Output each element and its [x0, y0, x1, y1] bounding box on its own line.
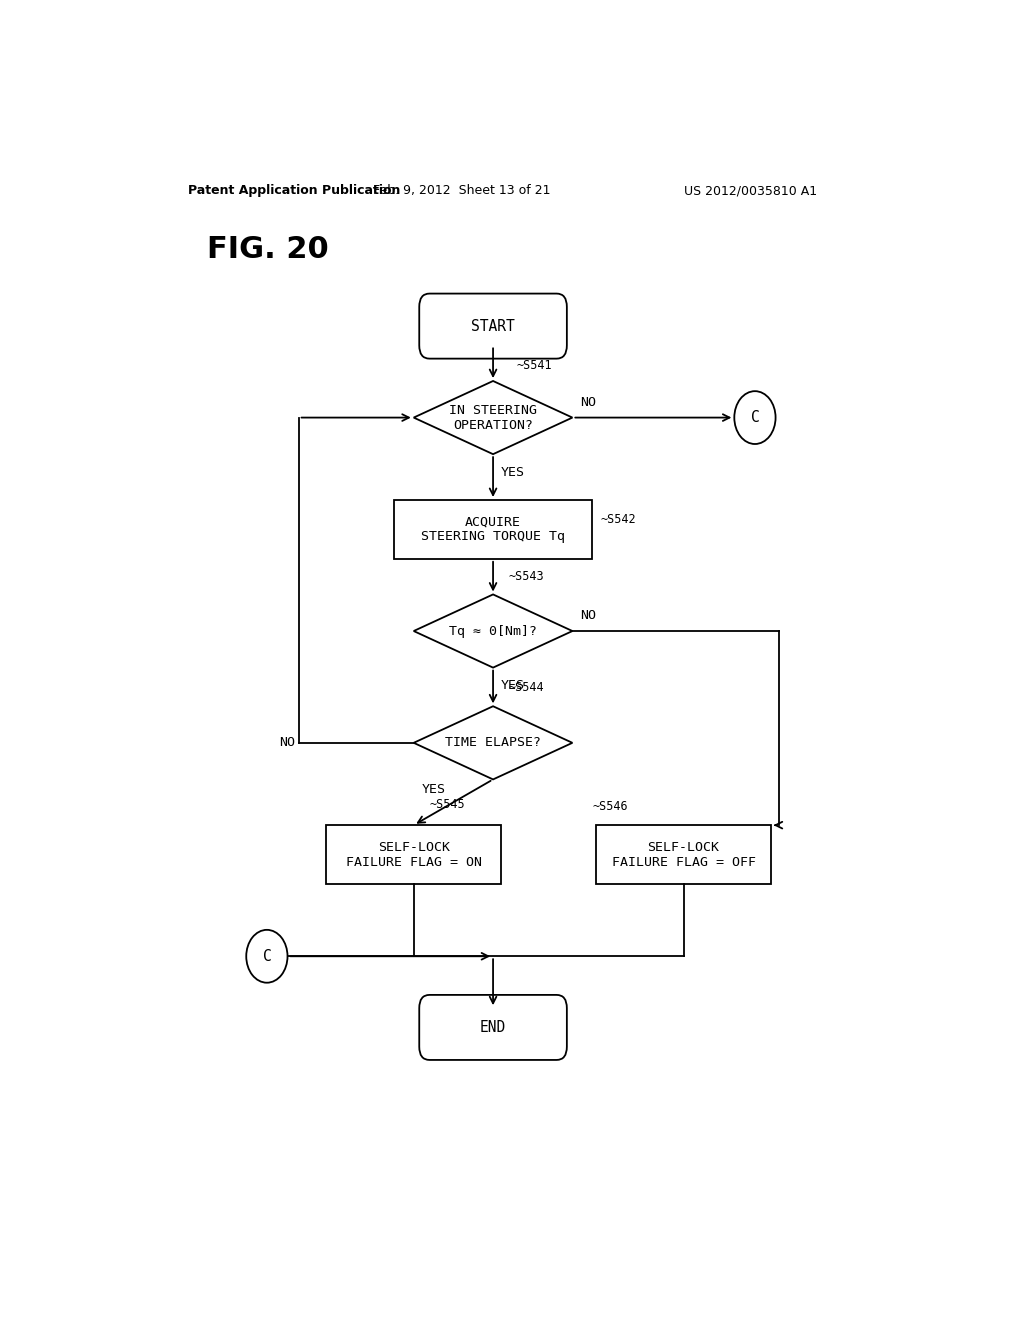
Text: START: START	[471, 318, 515, 334]
Text: NO: NO	[581, 610, 596, 622]
Text: Tq ≈ 0[Nm]?: Tq ≈ 0[Nm]?	[450, 624, 537, 638]
Text: YES: YES	[501, 466, 525, 479]
Text: ~S542: ~S542	[600, 512, 636, 525]
Text: NO: NO	[279, 737, 295, 750]
Text: END: END	[480, 1020, 506, 1035]
Text: YES: YES	[422, 783, 445, 796]
Text: US 2012/0035810 A1: US 2012/0035810 A1	[684, 185, 817, 198]
Text: ~S545: ~S545	[430, 799, 465, 812]
Text: C: C	[751, 411, 760, 425]
Polygon shape	[414, 706, 572, 779]
Text: FIG. 20: FIG. 20	[207, 235, 329, 264]
Text: ~S543: ~S543	[509, 570, 545, 582]
Text: ACQUIRE
STEERING TORQUE Tq: ACQUIRE STEERING TORQUE Tq	[421, 515, 565, 544]
Circle shape	[246, 929, 288, 982]
Circle shape	[734, 391, 775, 444]
FancyBboxPatch shape	[419, 995, 567, 1060]
Text: ~S546: ~S546	[592, 800, 628, 813]
Text: YES: YES	[501, 680, 525, 693]
Text: SELF-LOCK
FAILURE FLAG = ON: SELF-LOCK FAILURE FLAG = ON	[346, 841, 481, 869]
Text: SELF-LOCK
FAILURE FLAG = OFF: SELF-LOCK FAILURE FLAG = OFF	[611, 841, 756, 869]
Polygon shape	[414, 594, 572, 668]
Text: Feb. 9, 2012  Sheet 13 of 21: Feb. 9, 2012 Sheet 13 of 21	[373, 185, 550, 198]
Bar	[596, 825, 771, 884]
FancyBboxPatch shape	[419, 293, 567, 359]
Text: IN STEERING
OPERATION?: IN STEERING OPERATION?	[450, 404, 537, 432]
Text: ~S541: ~S541	[517, 359, 553, 372]
Text: C: C	[262, 949, 271, 964]
Text: NO: NO	[581, 396, 596, 409]
Text: ~S544: ~S544	[509, 681, 545, 694]
Text: Patent Application Publication: Patent Application Publication	[187, 185, 400, 198]
Bar	[394, 500, 592, 558]
Text: TIME ELAPSE?: TIME ELAPSE?	[445, 737, 541, 750]
Bar	[327, 825, 501, 884]
Polygon shape	[414, 381, 572, 454]
